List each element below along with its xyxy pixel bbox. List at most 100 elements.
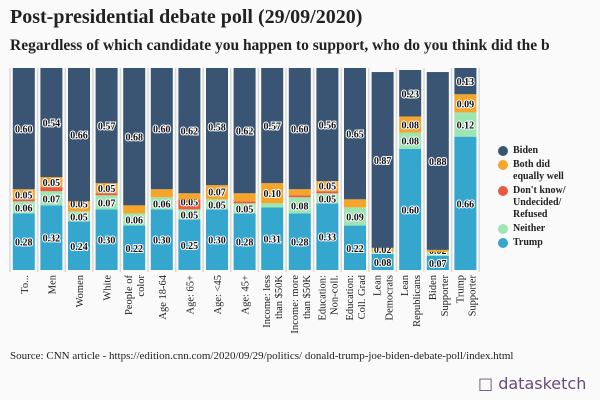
bar-segment-trump[interactable] (123, 225, 146, 270)
bar-segment-neither[interactable] (371, 251, 394, 254)
bar-segment-neither[interactable] (40, 191, 63, 206)
bar-segment-trump[interactable] (261, 207, 284, 270)
bar-segment-both[interactable] (95, 183, 118, 194)
bar-segment-neither[interactable] (233, 203, 256, 214)
bar-segment-neither[interactable] (344, 207, 366, 226)
bar-segment-both[interactable] (233, 193, 256, 202)
legend-item[interactable]: Trump (498, 237, 583, 249)
bar-segment-don[interactable] (178, 199, 201, 210)
data-label: 0.09 (457, 99, 475, 110)
source-note: Source: CNN article - https://edition.cn… (10, 350, 514, 362)
bar-segment-don[interactable] (95, 193, 118, 196)
bar-segment-don[interactable] (12, 199, 35, 202)
bar-segment-neither[interactable] (95, 195, 118, 210)
bar-segment-biden[interactable] (123, 68, 146, 206)
bar-segment-trump[interactable] (344, 225, 366, 270)
x-tick-label: Age 18-64 (158, 274, 169, 319)
legend-item[interactable]: Biden (498, 145, 583, 157)
data-label: 0.66 (457, 199, 475, 210)
bar-segment-neither[interactable] (426, 251, 449, 256)
bar-segment-don[interactable] (233, 201, 256, 204)
data-label: 0.60 (291, 125, 309, 136)
legend-item[interactable]: Both did equally well (498, 159, 583, 183)
bar-segment-trump[interactable] (95, 209, 118, 270)
bar-segment-both[interactable] (68, 201, 90, 212)
bar-segment-biden[interactable] (12, 68, 35, 190)
bar-segment-biden[interactable] (178, 68, 201, 194)
legend-item[interactable]: Don't know/ Undecided/ Refused (498, 185, 583, 221)
x-tick-label: Women (75, 274, 86, 307)
bar-segment-trump[interactable] (206, 209, 228, 270)
bar-segment-both[interactable] (123, 205, 146, 214)
legend-label: Trump (513, 237, 543, 248)
bar-segment-both[interactable] (12, 189, 35, 200)
bar-segment-biden[interactable] (95, 68, 118, 184)
bar-segment-don[interactable] (288, 195, 311, 198)
bar-segment-biden[interactable] (426, 72, 449, 250)
bar-segment-trump[interactable] (178, 219, 201, 271)
bar-segment-neither[interactable] (399, 132, 422, 149)
bar-segment-both[interactable] (316, 181, 339, 192)
x-tick-label: Education: (345, 275, 356, 321)
bar-segment-both[interactable] (288, 189, 311, 196)
bar-segment-neither[interactable] (68, 211, 90, 222)
bar-segment-both[interactable] (261, 183, 284, 204)
bar-segment-trump[interactable] (150, 209, 173, 270)
bar-segment-both[interactable] (399, 116, 422, 133)
bar-segment-biden[interactable] (371, 72, 394, 248)
bar-segment-trump[interactable] (68, 221, 90, 270)
bar-segment-biden[interactable] (288, 68, 311, 190)
bar-segment-neither[interactable] (206, 199, 228, 210)
bar-segment-both[interactable] (40, 177, 63, 188)
bar-segment-don[interactable] (316, 191, 339, 194)
bar-segment-trump[interactable] (426, 255, 449, 270)
bar-segment-biden[interactable] (150, 68, 173, 190)
bar-segment-trump[interactable] (288, 213, 311, 270)
bar-segment-neither[interactable] (150, 197, 173, 210)
bar-segment-both[interactable] (178, 193, 201, 200)
datasketch-logo: □ datasketch (478, 374, 587, 393)
bar-segment-neither[interactable] (454, 112, 477, 137)
bar-segment-neither[interactable] (316, 193, 339, 204)
legend-swatch (498, 224, 508, 234)
bar-segment-trump[interactable] (371, 253, 394, 270)
bar-segment-neither[interactable] (12, 201, 35, 214)
legend-swatch (498, 186, 508, 196)
legend-item[interactable]: Neither (498, 223, 583, 235)
bar-segment-biden[interactable] (68, 68, 90, 202)
data-label: 0.09 (346, 212, 364, 223)
bar-segment-trump[interactable] (12, 213, 35, 270)
bar-segment-both[interactable] (426, 249, 449, 252)
bar-segment-trump[interactable] (233, 213, 256, 270)
bar-segment-both[interactable] (206, 185, 228, 200)
bar-segment-neither[interactable] (288, 197, 311, 214)
bar-segment-biden[interactable] (261, 68, 284, 184)
bar-segment-biden[interactable] (454, 68, 477, 95)
x-tick-label: Non-coll. (329, 275, 340, 315)
bar-segment-biden[interactable] (233, 68, 256, 194)
data-label: 0.24 (70, 242, 88, 253)
legend-label: Neither (513, 223, 546, 234)
bar-segment-trump[interactable] (316, 203, 339, 270)
bar-segment-both[interactable] (150, 189, 173, 198)
bar-segment-don[interactable] (40, 187, 63, 192)
bar-segment-neither[interactable] (261, 203, 284, 208)
bar-segment-biden[interactable] (206, 68, 228, 186)
bar-segment-trump[interactable] (40, 205, 63, 270)
bar-segment-biden[interactable] (40, 68, 63, 178)
bar-segment-trump[interactable] (399, 148, 422, 270)
bar-segment-trump[interactable] (454, 136, 477, 270)
bar-segment-neither[interactable] (178, 209, 201, 220)
bar-segment-both[interactable] (454, 94, 477, 113)
bar-segment-both[interactable] (371, 247, 394, 252)
x-tick-label: Men (47, 274, 58, 294)
bar-segment-biden[interactable] (316, 68, 339, 182)
bar-segment-both[interactable] (344, 199, 366, 208)
x-tick-label: Income: more (290, 275, 301, 334)
bar-segment-biden[interactable] (344, 68, 366, 200)
bar-segment-biden[interactable] (399, 70, 422, 117)
bar-segment-neither[interactable] (123, 213, 146, 226)
data-label: 0.22 (346, 244, 364, 255)
x-tick-label: Coll. Grad (357, 274, 368, 319)
x-tick-label: Trump (455, 275, 466, 303)
